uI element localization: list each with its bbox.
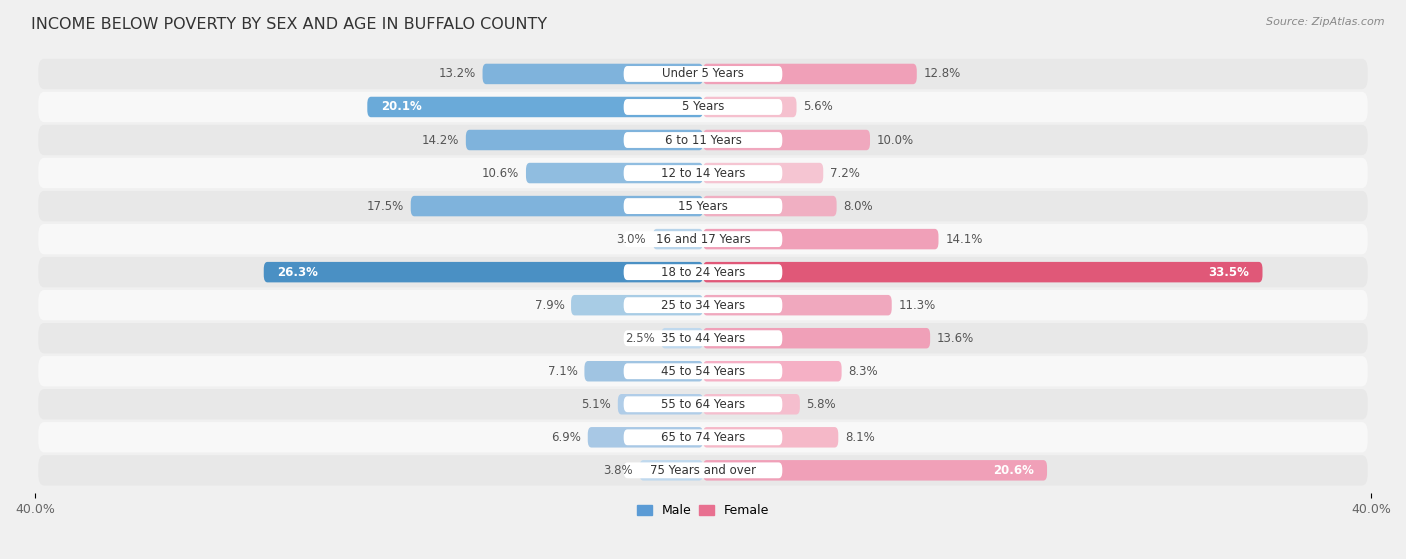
FancyBboxPatch shape <box>624 165 782 181</box>
Text: 16 and 17 Years: 16 and 17 Years <box>655 233 751 245</box>
FancyBboxPatch shape <box>38 290 1368 320</box>
Text: 6.9%: 6.9% <box>551 431 581 444</box>
Text: 7.9%: 7.9% <box>534 299 564 312</box>
FancyBboxPatch shape <box>38 125 1368 155</box>
FancyBboxPatch shape <box>703 229 938 249</box>
FancyBboxPatch shape <box>703 394 800 415</box>
FancyBboxPatch shape <box>640 460 703 481</box>
FancyBboxPatch shape <box>38 323 1368 353</box>
Text: 14.1%: 14.1% <box>945 233 983 245</box>
FancyBboxPatch shape <box>703 427 838 448</box>
Text: 13.6%: 13.6% <box>936 331 974 345</box>
FancyBboxPatch shape <box>703 328 931 348</box>
FancyBboxPatch shape <box>38 59 1368 89</box>
Text: 5.6%: 5.6% <box>803 101 832 113</box>
FancyBboxPatch shape <box>624 66 782 82</box>
FancyBboxPatch shape <box>526 163 703 183</box>
FancyBboxPatch shape <box>38 257 1368 287</box>
FancyBboxPatch shape <box>703 295 891 315</box>
FancyBboxPatch shape <box>703 64 917 84</box>
FancyBboxPatch shape <box>367 97 703 117</box>
Text: 10.0%: 10.0% <box>877 134 914 146</box>
FancyBboxPatch shape <box>703 460 1047 481</box>
FancyBboxPatch shape <box>465 130 703 150</box>
FancyBboxPatch shape <box>624 396 782 412</box>
FancyBboxPatch shape <box>482 64 703 84</box>
Text: Under 5 Years: Under 5 Years <box>662 68 744 80</box>
Text: 5.1%: 5.1% <box>582 398 612 411</box>
FancyBboxPatch shape <box>411 196 703 216</box>
FancyBboxPatch shape <box>624 330 782 346</box>
Text: 2.5%: 2.5% <box>624 331 655 345</box>
FancyBboxPatch shape <box>38 224 1368 254</box>
Text: 7.1%: 7.1% <box>548 364 578 378</box>
FancyBboxPatch shape <box>703 97 797 117</box>
FancyBboxPatch shape <box>38 356 1368 386</box>
FancyBboxPatch shape <box>624 231 782 247</box>
FancyBboxPatch shape <box>264 262 703 282</box>
Text: 3.8%: 3.8% <box>603 464 633 477</box>
FancyBboxPatch shape <box>571 295 703 315</box>
Text: 18 to 24 Years: 18 to 24 Years <box>661 266 745 278</box>
Text: 65 to 74 Years: 65 to 74 Years <box>661 431 745 444</box>
FancyBboxPatch shape <box>624 429 782 445</box>
FancyBboxPatch shape <box>703 130 870 150</box>
Text: 25 to 34 Years: 25 to 34 Years <box>661 299 745 312</box>
Text: 5 Years: 5 Years <box>682 101 724 113</box>
Text: 55 to 64 Years: 55 to 64 Years <box>661 398 745 411</box>
FancyBboxPatch shape <box>624 198 782 214</box>
FancyBboxPatch shape <box>617 394 703 415</box>
Text: 5.8%: 5.8% <box>807 398 837 411</box>
Text: 3.0%: 3.0% <box>617 233 647 245</box>
FancyBboxPatch shape <box>624 132 782 148</box>
Text: 12.8%: 12.8% <box>924 68 960 80</box>
FancyBboxPatch shape <box>652 229 703 249</box>
FancyBboxPatch shape <box>624 99 782 115</box>
Legend: Male, Female: Male, Female <box>631 499 775 522</box>
FancyBboxPatch shape <box>703 163 824 183</box>
Text: INCOME BELOW POVERTY BY SEX AND AGE IN BUFFALO COUNTY: INCOME BELOW POVERTY BY SEX AND AGE IN B… <box>31 17 547 32</box>
FancyBboxPatch shape <box>38 92 1368 122</box>
Text: 35 to 44 Years: 35 to 44 Years <box>661 331 745 345</box>
FancyBboxPatch shape <box>703 262 1263 282</box>
FancyBboxPatch shape <box>661 328 703 348</box>
FancyBboxPatch shape <box>38 191 1368 221</box>
FancyBboxPatch shape <box>703 196 837 216</box>
FancyBboxPatch shape <box>703 361 842 381</box>
Text: 45 to 54 Years: 45 to 54 Years <box>661 364 745 378</box>
FancyBboxPatch shape <box>588 427 703 448</box>
Text: 33.5%: 33.5% <box>1208 266 1249 278</box>
FancyBboxPatch shape <box>38 389 1368 419</box>
Text: 11.3%: 11.3% <box>898 299 935 312</box>
Text: 20.6%: 20.6% <box>993 464 1033 477</box>
Text: 26.3%: 26.3% <box>277 266 318 278</box>
Text: 10.6%: 10.6% <box>482 167 519 179</box>
Text: 17.5%: 17.5% <box>367 200 404 212</box>
Text: 13.2%: 13.2% <box>439 68 475 80</box>
FancyBboxPatch shape <box>585 361 703 381</box>
Text: 6 to 11 Years: 6 to 11 Years <box>665 134 741 146</box>
FancyBboxPatch shape <box>38 422 1368 452</box>
Text: 15 Years: 15 Years <box>678 200 728 212</box>
Text: Source: ZipAtlas.com: Source: ZipAtlas.com <box>1267 17 1385 27</box>
Text: 20.1%: 20.1% <box>381 101 422 113</box>
Text: 8.0%: 8.0% <box>844 200 873 212</box>
FancyBboxPatch shape <box>624 462 782 479</box>
Text: 14.2%: 14.2% <box>422 134 460 146</box>
Text: 7.2%: 7.2% <box>830 167 860 179</box>
Text: 8.1%: 8.1% <box>845 431 875 444</box>
Text: 75 Years and over: 75 Years and over <box>650 464 756 477</box>
FancyBboxPatch shape <box>38 158 1368 188</box>
Text: 12 to 14 Years: 12 to 14 Years <box>661 167 745 179</box>
FancyBboxPatch shape <box>624 264 782 280</box>
FancyBboxPatch shape <box>624 363 782 379</box>
FancyBboxPatch shape <box>38 455 1368 486</box>
FancyBboxPatch shape <box>624 297 782 313</box>
Text: 8.3%: 8.3% <box>848 364 877 378</box>
